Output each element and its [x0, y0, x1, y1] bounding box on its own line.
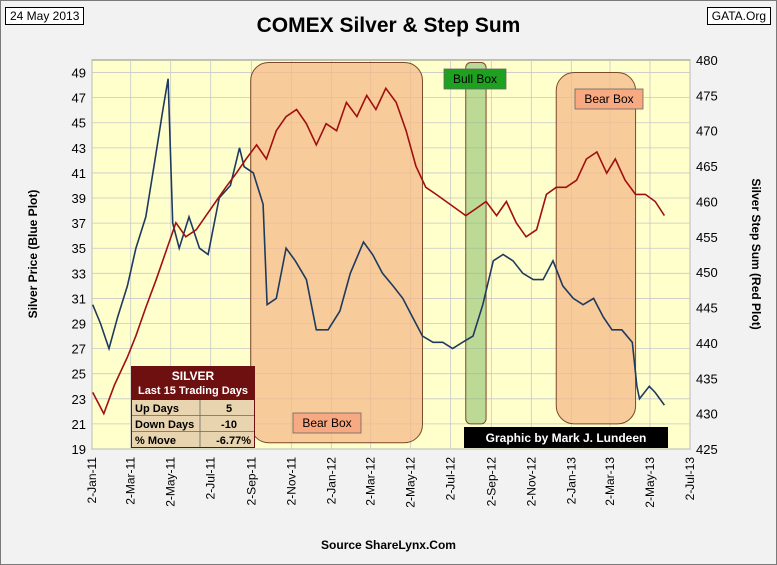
silver-table-value: -10 — [221, 419, 237, 431]
y-right-tick-label: 440 — [696, 336, 718, 351]
x-tick-label: 2-Mar-13 — [603, 457, 617, 506]
x-tick-label: 2-Jul-12 — [444, 457, 458, 501]
y-left-tick-label: 43 — [72, 141, 86, 156]
step-sum-line — [91, 86, 666, 416]
box-label-bg — [574, 88, 644, 110]
y-left-tick-label: 19 — [72, 442, 86, 457]
chart-title: COMEX Silver & Step Sum — [256, 14, 521, 37]
x-tick-label: 2-Jul-13 — [683, 457, 697, 501]
box-label: Bear Box — [302, 416, 351, 430]
y-left-tick-label: 23 — [72, 392, 86, 407]
y-left-tick-label: 25 — [72, 367, 86, 382]
silver-table-body-bg — [132, 400, 254, 447]
x-tick-label: 2-Jan-13 — [564, 457, 578, 505]
y-axis-left-label: Silver Price (Blue Plot) — [26, 190, 40, 319]
silver-price-line — [91, 78, 666, 406]
y-left-tick-label: 35 — [72, 241, 86, 256]
silver-table-label: % Move — [135, 435, 176, 447]
y-left-tick-label: 37 — [72, 216, 86, 231]
y-right-tick-label: 430 — [696, 407, 718, 422]
box-label-bg — [443, 68, 507, 90]
x-tick-label: 2-Jan-12 — [324, 457, 338, 505]
bull-box — [465, 62, 487, 425]
y-right-tick-label: 465 — [696, 159, 718, 174]
y-left-tick-label: 33 — [72, 266, 86, 281]
y-right-tick-label: 455 — [696, 230, 718, 245]
box-label-bg — [292, 412, 362, 434]
credit-text: Graphic by Mark J. Lundeen — [486, 431, 647, 445]
silver-table-title: SILVER — [172, 369, 215, 383]
silver-table-subtitle: Last 15 Trading Days — [138, 385, 248, 397]
x-tick-label: 2-Mar-12 — [364, 457, 378, 506]
y-left-tick-label: 49 — [72, 66, 86, 81]
y-right-tick-label: 480 — [696, 53, 718, 68]
credit-banner — [464, 427, 668, 448]
x-tick-labels: 2-Jan-11 2-Mar-11 2-May-11 2-Jul-11 2-Sep-11… — [85, 457, 697, 508]
silver-table-value: -6.77% — [216, 435, 251, 447]
brand-label: GATA.Org — [706, 7, 771, 25]
y-left-tick-label: 29 — [72, 317, 86, 332]
x-tick-label: 2-Sep-11 — [244, 457, 258, 506]
y-right-tick-label: 470 — [696, 124, 718, 139]
x-tick-label: 2-Sep-12 — [484, 457, 498, 507]
y-right-tick-label: 445 — [696, 301, 718, 316]
y-left-tick-label: 21 — [72, 417, 86, 432]
x-tick-label: 2-Jan-11 — [85, 457, 99, 504]
bear-box — [250, 62, 423, 444]
y-right-tick-label: 460 — [696, 194, 718, 209]
x-tick-label: 2-May-11 — [164, 457, 178, 507]
y-left-tick-label: 41 — [72, 166, 86, 181]
y-right-tick-label: 450 — [696, 265, 718, 280]
bear-box — [555, 72, 637, 425]
silver-table-label: Up Days — [135, 403, 179, 415]
source-label: Source ShareLynx.Com — [321, 538, 456, 552]
y-left-tick-label: 47 — [72, 91, 86, 106]
x-tick-label: 2-Nov-11 — [284, 457, 298, 506]
silver-stats-table: SILVER Last 15 Trading Days Up Days 5 Do… — [131, 366, 255, 448]
x-tick-label: 2-Jul-11 — [204, 457, 218, 500]
y-right-tick-label: 425 — [696, 442, 718, 457]
box-label: Bear Box — [584, 92, 633, 106]
y-left-tick-label: 39 — [72, 191, 86, 206]
x-tick-label: 2-Nov-12 — [524, 457, 538, 507]
x-tick-label: 2-May-12 — [404, 457, 418, 508]
y-right-tick-labels: 425 430 435 440 445 450 455 460 465 470 475 480 — [696, 53, 718, 457]
y-left-tick-label: 45 — [72, 116, 86, 131]
y-left-tick-labels: 19 21 23 25 27 29 31 33 35 37 39 41 43 45 47 49 — [72, 66, 86, 457]
box-label: Bull Box — [453, 72, 497, 86]
silver-table-value: 5 — [226, 403, 232, 415]
y-right-tick-label: 435 — [696, 371, 718, 386]
shaded-regions: Bear Box Bull Box Bear Box — [250, 62, 644, 444]
y-left-tick-label: 31 — [72, 291, 86, 306]
y-right-tick-label: 475 — [696, 88, 718, 103]
y-axis-right-label: Silver Step Sum (Red Plot) — [749, 178, 763, 329]
x-tick-label: 2-May-13 — [643, 457, 657, 508]
silver-table-label: Down Days — [135, 419, 194, 431]
date-label: 24 May 2013 — [5, 7, 85, 25]
x-tick-label: 2-Mar-11 — [124, 457, 138, 505]
y-left-tick-label: 27 — [72, 342, 86, 357]
